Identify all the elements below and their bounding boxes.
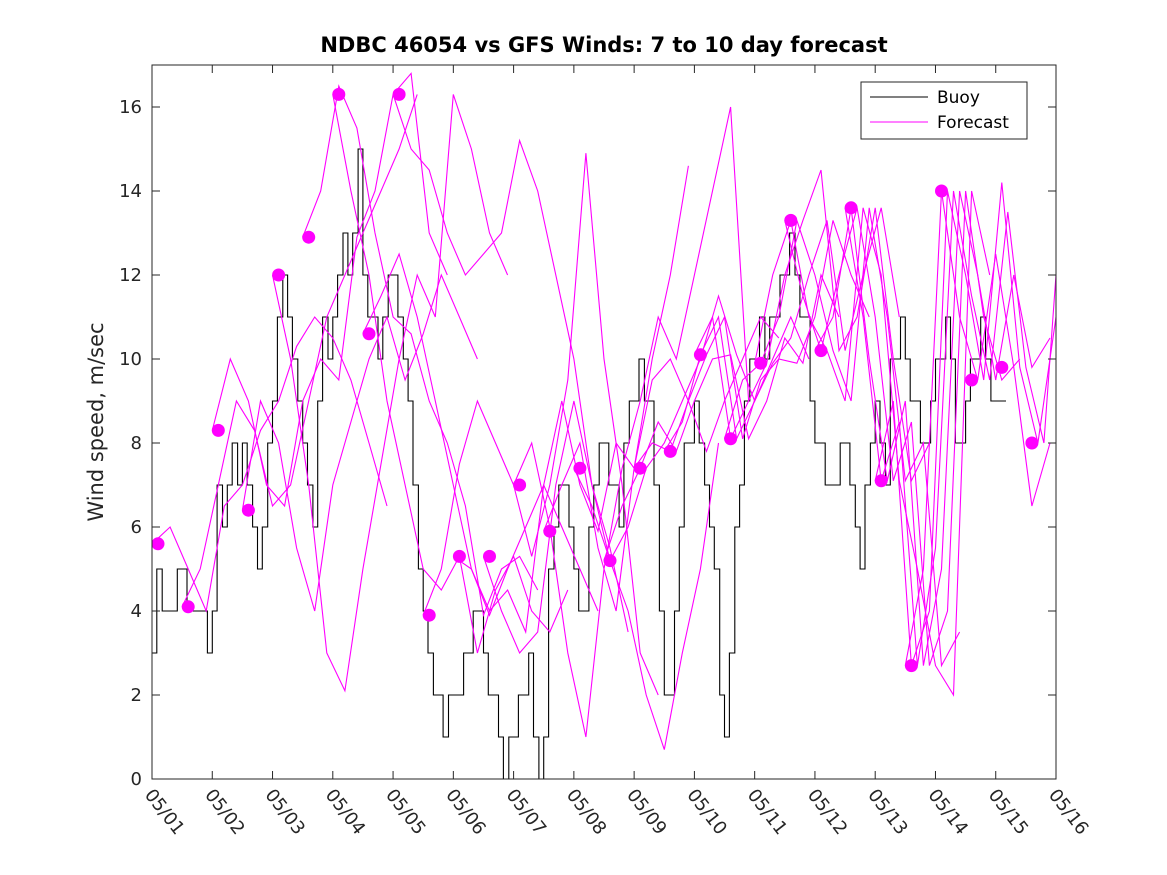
forecast-series — [151, 72, 1057, 750]
forecast-marker — [935, 184, 948, 198]
y-axis: 0 2 4 6 8 10 12 14 16 — [119, 97, 1056, 790]
forecast-marker — [362, 327, 376, 341]
x-tick-label: 05/02 — [200, 785, 248, 839]
y-tick-label: 12 — [119, 265, 142, 286]
x-tick-label: 05/14 — [924, 785, 972, 839]
plot-frame — [151, 64, 1057, 780]
legend: Buoy Forecast — [860, 81, 1028, 140]
forecast-marker — [211, 423, 225, 437]
forecast-line-9 — [422, 153, 659, 696]
buoy-line — [152, 148, 1006, 780]
x-tick-label: 05/04 — [321, 785, 369, 839]
forecast-marker — [784, 213, 798, 227]
forecast-marker — [603, 554, 617, 568]
forecast-line-15 — [603, 273, 840, 561]
forecast-marker — [422, 608, 436, 622]
forecast-line-21 — [784, 190, 1021, 666]
y-tick-label: 14 — [119, 181, 142, 202]
forecast-marker — [1025, 436, 1039, 450]
forecast-marker — [814, 344, 828, 358]
legend-forecast-label: Forecast — [937, 113, 1009, 133]
forecast-marker — [573, 461, 587, 475]
x-tick-label: 05/08 — [562, 785, 610, 839]
forecast-marker — [452, 549, 466, 563]
x-tick-label: 05/09 — [622, 785, 670, 839]
x-tick-label: 05/15 — [984, 785, 1032, 839]
forecast-line-20 — [754, 190, 991, 697]
forecast-marker — [272, 268, 286, 282]
forecast-line-16 — [633, 220, 870, 469]
forecast-marker — [543, 524, 557, 538]
x-tick-label: 05/01 — [140, 785, 188, 839]
forecast-marker — [844, 201, 858, 215]
forecast-marker — [332, 87, 346, 101]
forecast-line-12 — [513, 106, 750, 738]
forecast-line-0 — [151, 316, 388, 613]
y-tick-label: 2 — [131, 685, 142, 706]
x-tick-label: 05/07 — [502, 785, 550, 839]
forecast-line-22 — [814, 190, 1051, 666]
forecast-line-19 — [723, 207, 961, 668]
forecast-line-8 — [392, 94, 629, 633]
x-tick-label: 05/05 — [381, 785, 429, 839]
y-tick-label: 4 — [131, 601, 142, 622]
forecast-marker — [663, 444, 677, 458]
legend-buoy-label: Buoy — [937, 88, 980, 108]
forecast-marker — [633, 461, 647, 475]
forecast-marker — [754, 356, 768, 370]
forecast-line-11 — [482, 400, 720, 750]
forecast-line-10 — [452, 165, 689, 635]
forecast-marker — [904, 659, 918, 673]
y-tick-label: 10 — [119, 349, 142, 370]
legend-box — [860, 81, 1028, 140]
forecast-line-24 — [874, 182, 1057, 666]
forecast-line-13 — [543, 315, 780, 612]
forecast-marker — [483, 549, 496, 563]
forecast-marker — [724, 432, 738, 446]
forecast-marker — [302, 230, 316, 244]
y-tick-label: 8 — [131, 433, 142, 454]
forecast-line-6 — [332, 94, 569, 654]
forecast-marker — [693, 348, 707, 362]
forecast-marker — [874, 474, 888, 488]
x-tick-label: 05/03 — [261, 785, 309, 839]
forecast-line-18 — [693, 169, 930, 483]
forecast-line-4 — [271, 94, 509, 693]
forecast-line-2 — [211, 72, 448, 508]
y-tick-label: 16 — [119, 97, 142, 118]
x-tick-label: 05/12 — [803, 785, 851, 839]
y-axis-label: Wind speed, m/sec — [84, 322, 108, 521]
forecast-marker — [392, 87, 406, 101]
x-tick-label: 05/11 — [743, 785, 791, 839]
forecast-marker — [965, 373, 979, 387]
forecast-marker — [995, 360, 1009, 374]
forecast-marker — [151, 537, 165, 551]
forecast-markers — [151, 87, 1039, 673]
x-tick-label: 05/06 — [441, 785, 489, 839]
forecast-line-7 — [362, 252, 599, 617]
x-tick-label: 05/10 — [682, 785, 730, 839]
buoy-series — [152, 148, 1006, 780]
y-tick-label: 6 — [131, 517, 142, 538]
forecast-marker — [513, 478, 527, 492]
forecast-marker — [241, 503, 255, 517]
forecast-marker — [181, 600, 195, 614]
x-tick-label: 05/13 — [863, 785, 911, 839]
chart-title: NDBC 46054 vs GFS Winds: 7 to 10 day for… — [320, 33, 887, 57]
y-tick-label: 0 — [131, 769, 142, 790]
forecast-line-1 — [181, 94, 418, 608]
x-tick-label: 05/16 — [1044, 785, 1092, 839]
